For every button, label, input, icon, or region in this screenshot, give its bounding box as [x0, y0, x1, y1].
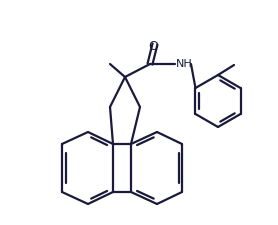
Text: O: O [148, 39, 158, 52]
Text: NH: NH [176, 59, 193, 69]
